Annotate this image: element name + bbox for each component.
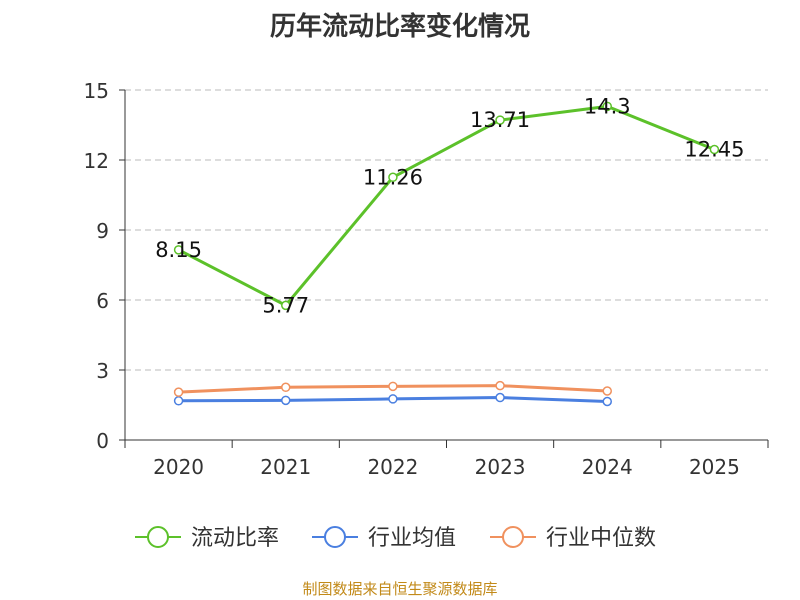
legend-marker-1 — [324, 526, 346, 548]
legend-label-2: 行业中位数 — [546, 526, 656, 551]
data-point-0 — [281, 300, 291, 311]
data-point-1 — [281, 395, 291, 406]
y-tick-label: 15 — [84, 79, 109, 103]
x-tick-label: 2021 — [260, 455, 311, 479]
x-tick-label: 2022 — [367, 455, 418, 479]
series — [173, 101, 720, 407]
legend-marker-0 — [147, 526, 169, 548]
x-tick-label: 2020 — [153, 455, 204, 479]
data-point-0 — [495, 115, 505, 125]
y-tick-label: 12 — [84, 149, 109, 173]
source-note: 制图数据来自恒生聚源数据库 — [302, 580, 498, 598]
data-point-1 — [388, 394, 398, 404]
y-tick-label: 6 — [96, 289, 109, 313]
x-tick-label: 2024 — [582, 455, 633, 479]
y-tick-label: 3 — [96, 359, 109, 383]
data-point-1 — [602, 396, 612, 407]
data-point-2 — [388, 381, 398, 392]
y-tick-label: 0 — [96, 429, 109, 453]
data-label: 11.26 — [363, 165, 423, 189]
series-line-0 — [177, 104, 715, 307]
data-point-0 — [602, 101, 612, 112]
data-point-2 — [281, 382, 291, 393]
data-point-2 — [602, 386, 612, 396]
data-point-0 — [709, 144, 720, 155]
data-point-1 — [495, 392, 505, 403]
x-tick-label: 2023 — [475, 455, 526, 479]
grid-lines — [125, 89, 768, 371]
data-point-1 — [173, 396, 184, 406]
data-point-2 — [173, 387, 184, 397]
axes: 0 3 6 9 12 15 2020 2021 2022 2023 2024 2025 — [84, 79, 769, 479]
data-label: 13.71 — [470, 108, 530, 132]
legend-label-1: 行业均值 — [368, 526, 456, 551]
data-label: 12.45 — [684, 138, 744, 162]
chart-title: 历年流动比率变化情况 — [269, 12, 530, 42]
data-label: 5.77 — [262, 293, 309, 317]
x-tick-label: 2025 — [689, 455, 740, 479]
data-point-0 — [388, 172, 398, 183]
data-label: 14.3 — [584, 94, 631, 118]
data-point-0 — [173, 245, 184, 255]
data-labels: 8.15 5.77 11.26 13.71 14.3 12.45 — [155, 94, 744, 317]
legend-label-0: 流动比率 — [191, 526, 279, 551]
legend-marker-2 — [502, 526, 524, 548]
data-point-2 — [495, 380, 505, 391]
legend: 流动比率 行业均值 行业中位数 — [135, 526, 656, 551]
y-tick-label: 9 — [96, 219, 109, 243]
data-label: 8.15 — [155, 238, 202, 262]
